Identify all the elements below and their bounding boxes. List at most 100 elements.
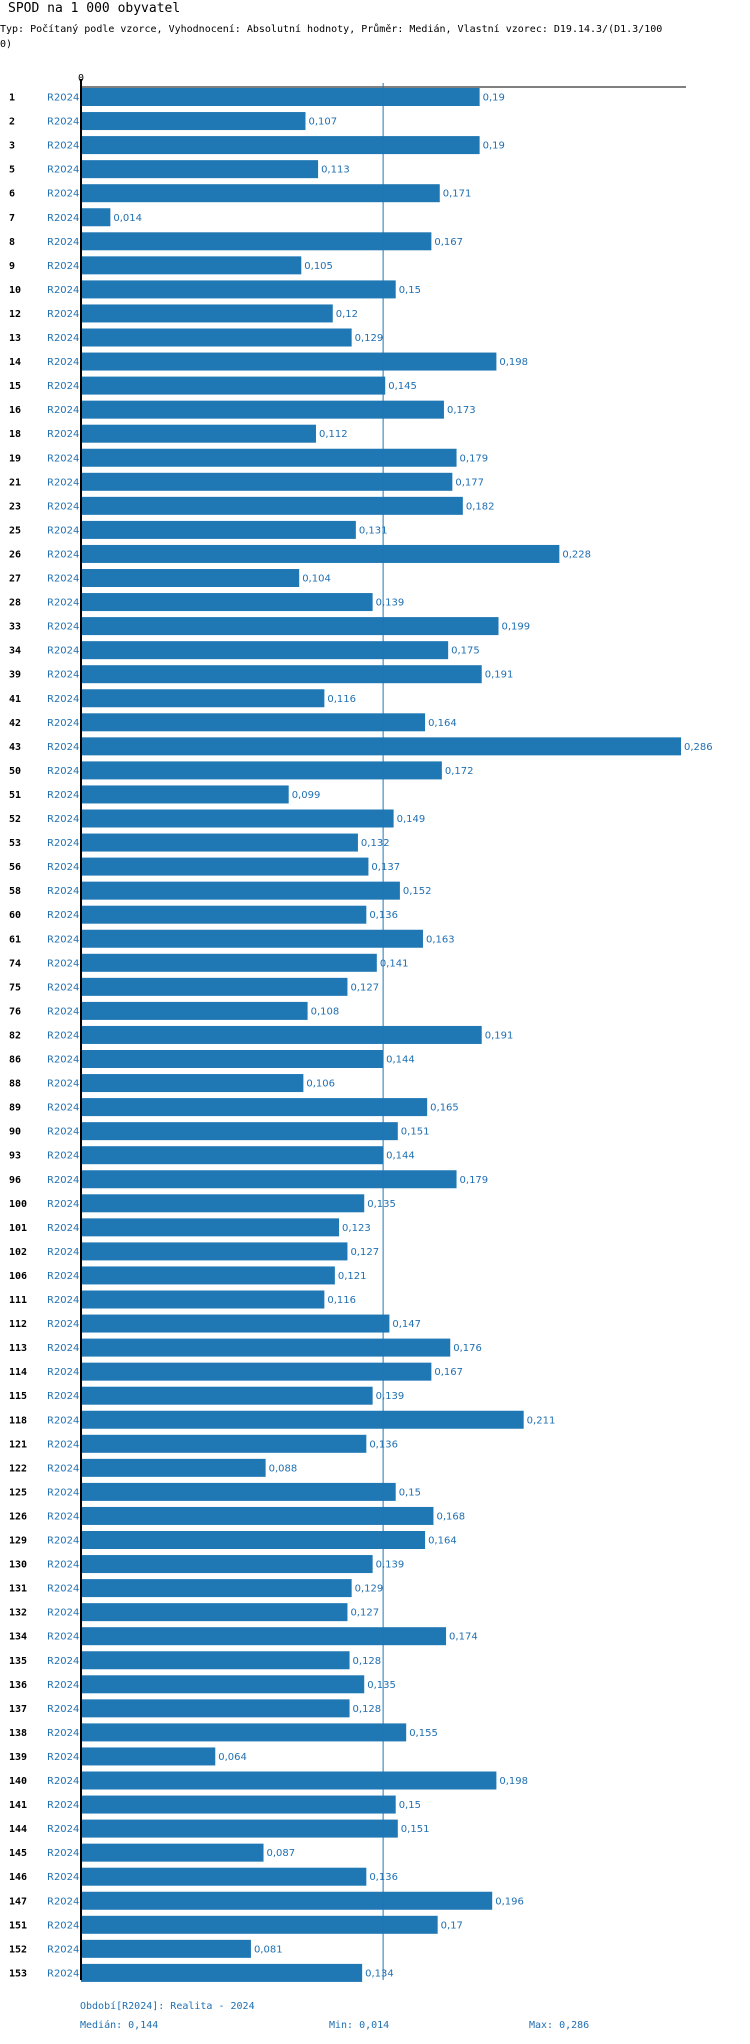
bar: [81, 112, 306, 131]
series-label: R2024: [47, 477, 79, 488]
footer-max: Max: 0,286: [529, 2020, 590, 2031]
bar: [81, 1819, 398, 1838]
value-label: 0,129: [355, 333, 384, 344]
bar: [81, 1579, 352, 1598]
bar: [81, 569, 300, 587]
series-label: R2024: [47, 838, 79, 849]
series-label: R2024: [47, 598, 79, 609]
value-label: 0,116: [327, 694, 356, 705]
value-label: 0,132: [361, 838, 390, 849]
bar: [81, 160, 319, 179]
value-label: 0,137: [371, 862, 400, 873]
category-label: 76: [9, 1006, 21, 1017]
bar: [81, 544, 560, 563]
value-label: 0,128: [353, 1704, 382, 1715]
category-label: 16: [9, 405, 21, 416]
series-label: R2024: [47, 429, 79, 440]
value-label: 0,112: [319, 429, 348, 440]
category-label: 34: [9, 646, 21, 657]
bar: [81, 857, 369, 876]
category-label: 132: [9, 1608, 27, 1619]
category-label: 90: [9, 1127, 21, 1138]
value-label: 0,088: [269, 1463, 298, 1474]
value-label: 0,116: [327, 1295, 356, 1306]
bar: [81, 905, 367, 924]
value-label: 0,179: [460, 1175, 489, 1186]
value-label: 0,177: [455, 477, 484, 488]
category-label: 18: [9, 429, 21, 440]
bar: [81, 1290, 325, 1309]
category-label: 12: [9, 309, 21, 320]
value-label: 0,15: [399, 1487, 421, 1498]
category-label: 6: [9, 189, 15, 200]
category-label: 153: [9, 1968, 27, 1979]
category-label: 89: [9, 1103, 21, 1114]
bar: [81, 448, 457, 467]
series-label: R2024: [47, 501, 79, 512]
series-label: R2024: [47, 1103, 79, 1114]
series-label: R2024: [47, 1175, 79, 1186]
series-label: R2024: [47, 1439, 79, 1450]
value-label: 0,198: [499, 357, 528, 368]
value-label: 0,15: [399, 285, 421, 296]
series-label: R2024: [47, 718, 79, 729]
value-label: 0,12: [336, 309, 358, 320]
bar: [81, 1314, 390, 1333]
value-label: 0,151: [401, 1824, 430, 1835]
category-label: 141: [9, 1800, 27, 1811]
category-label: 140: [9, 1776, 27, 1787]
bar: [81, 1939, 251, 1958]
category-label: 19: [9, 453, 21, 464]
bar: [81, 328, 352, 347]
category-label: 23: [9, 501, 21, 512]
value-label: 0,139: [376, 598, 405, 609]
series-label: R2024: [47, 958, 79, 969]
bar: [81, 617, 499, 636]
value-label: 0,127: [350, 1247, 379, 1258]
value-label: 0,139: [376, 1391, 405, 1402]
value-label: 0,286: [684, 742, 713, 753]
category-label: 96: [9, 1175, 21, 1186]
category-label: 102: [9, 1247, 27, 1258]
category-label: 3: [9, 141, 15, 152]
category-label: 101: [9, 1223, 27, 1234]
category-label: 129: [9, 1536, 27, 1547]
value-label: 0,171: [443, 189, 472, 200]
bar: [81, 1795, 396, 1814]
bar: [81, 785, 289, 804]
category-label: 7: [9, 213, 15, 224]
value-label: 0,081: [254, 1944, 283, 1955]
bar: [81, 1122, 398, 1141]
category-label: 41: [9, 694, 21, 705]
series-label: R2024: [47, 910, 79, 921]
bar: [81, 1555, 373, 1574]
category-label: 82: [9, 1030, 21, 1041]
bar: [81, 1506, 434, 1525]
category-label: 28: [9, 598, 21, 609]
category-label: 9: [9, 261, 15, 272]
value-label: 0,198: [499, 1776, 528, 1787]
value-label: 0,135: [367, 1199, 396, 1210]
category-label: 56: [9, 862, 21, 873]
bar: [81, 1386, 373, 1405]
bar: [81, 1891, 493, 1910]
series-label: R2024: [47, 982, 79, 993]
bar: [81, 833, 358, 852]
series-label: R2024: [47, 141, 79, 152]
bar: [81, 472, 453, 491]
bar: [81, 1915, 438, 1934]
series-label: R2024: [47, 1271, 79, 1282]
series-label: R2024: [47, 405, 79, 416]
category-label: 33: [9, 622, 21, 633]
category-label: 14: [9, 357, 21, 368]
value-label: 0,211: [527, 1415, 556, 1426]
series-label: R2024: [47, 1920, 79, 1931]
category-label: 88: [9, 1079, 21, 1090]
bar: [81, 1434, 367, 1453]
bar: [81, 665, 482, 684]
series-label: R2024: [47, 165, 79, 176]
series-label: R2024: [47, 1560, 79, 1571]
value-label: 0,199: [502, 622, 531, 633]
value-label: 0,155: [409, 1728, 438, 1739]
category-label: 144: [9, 1824, 27, 1835]
